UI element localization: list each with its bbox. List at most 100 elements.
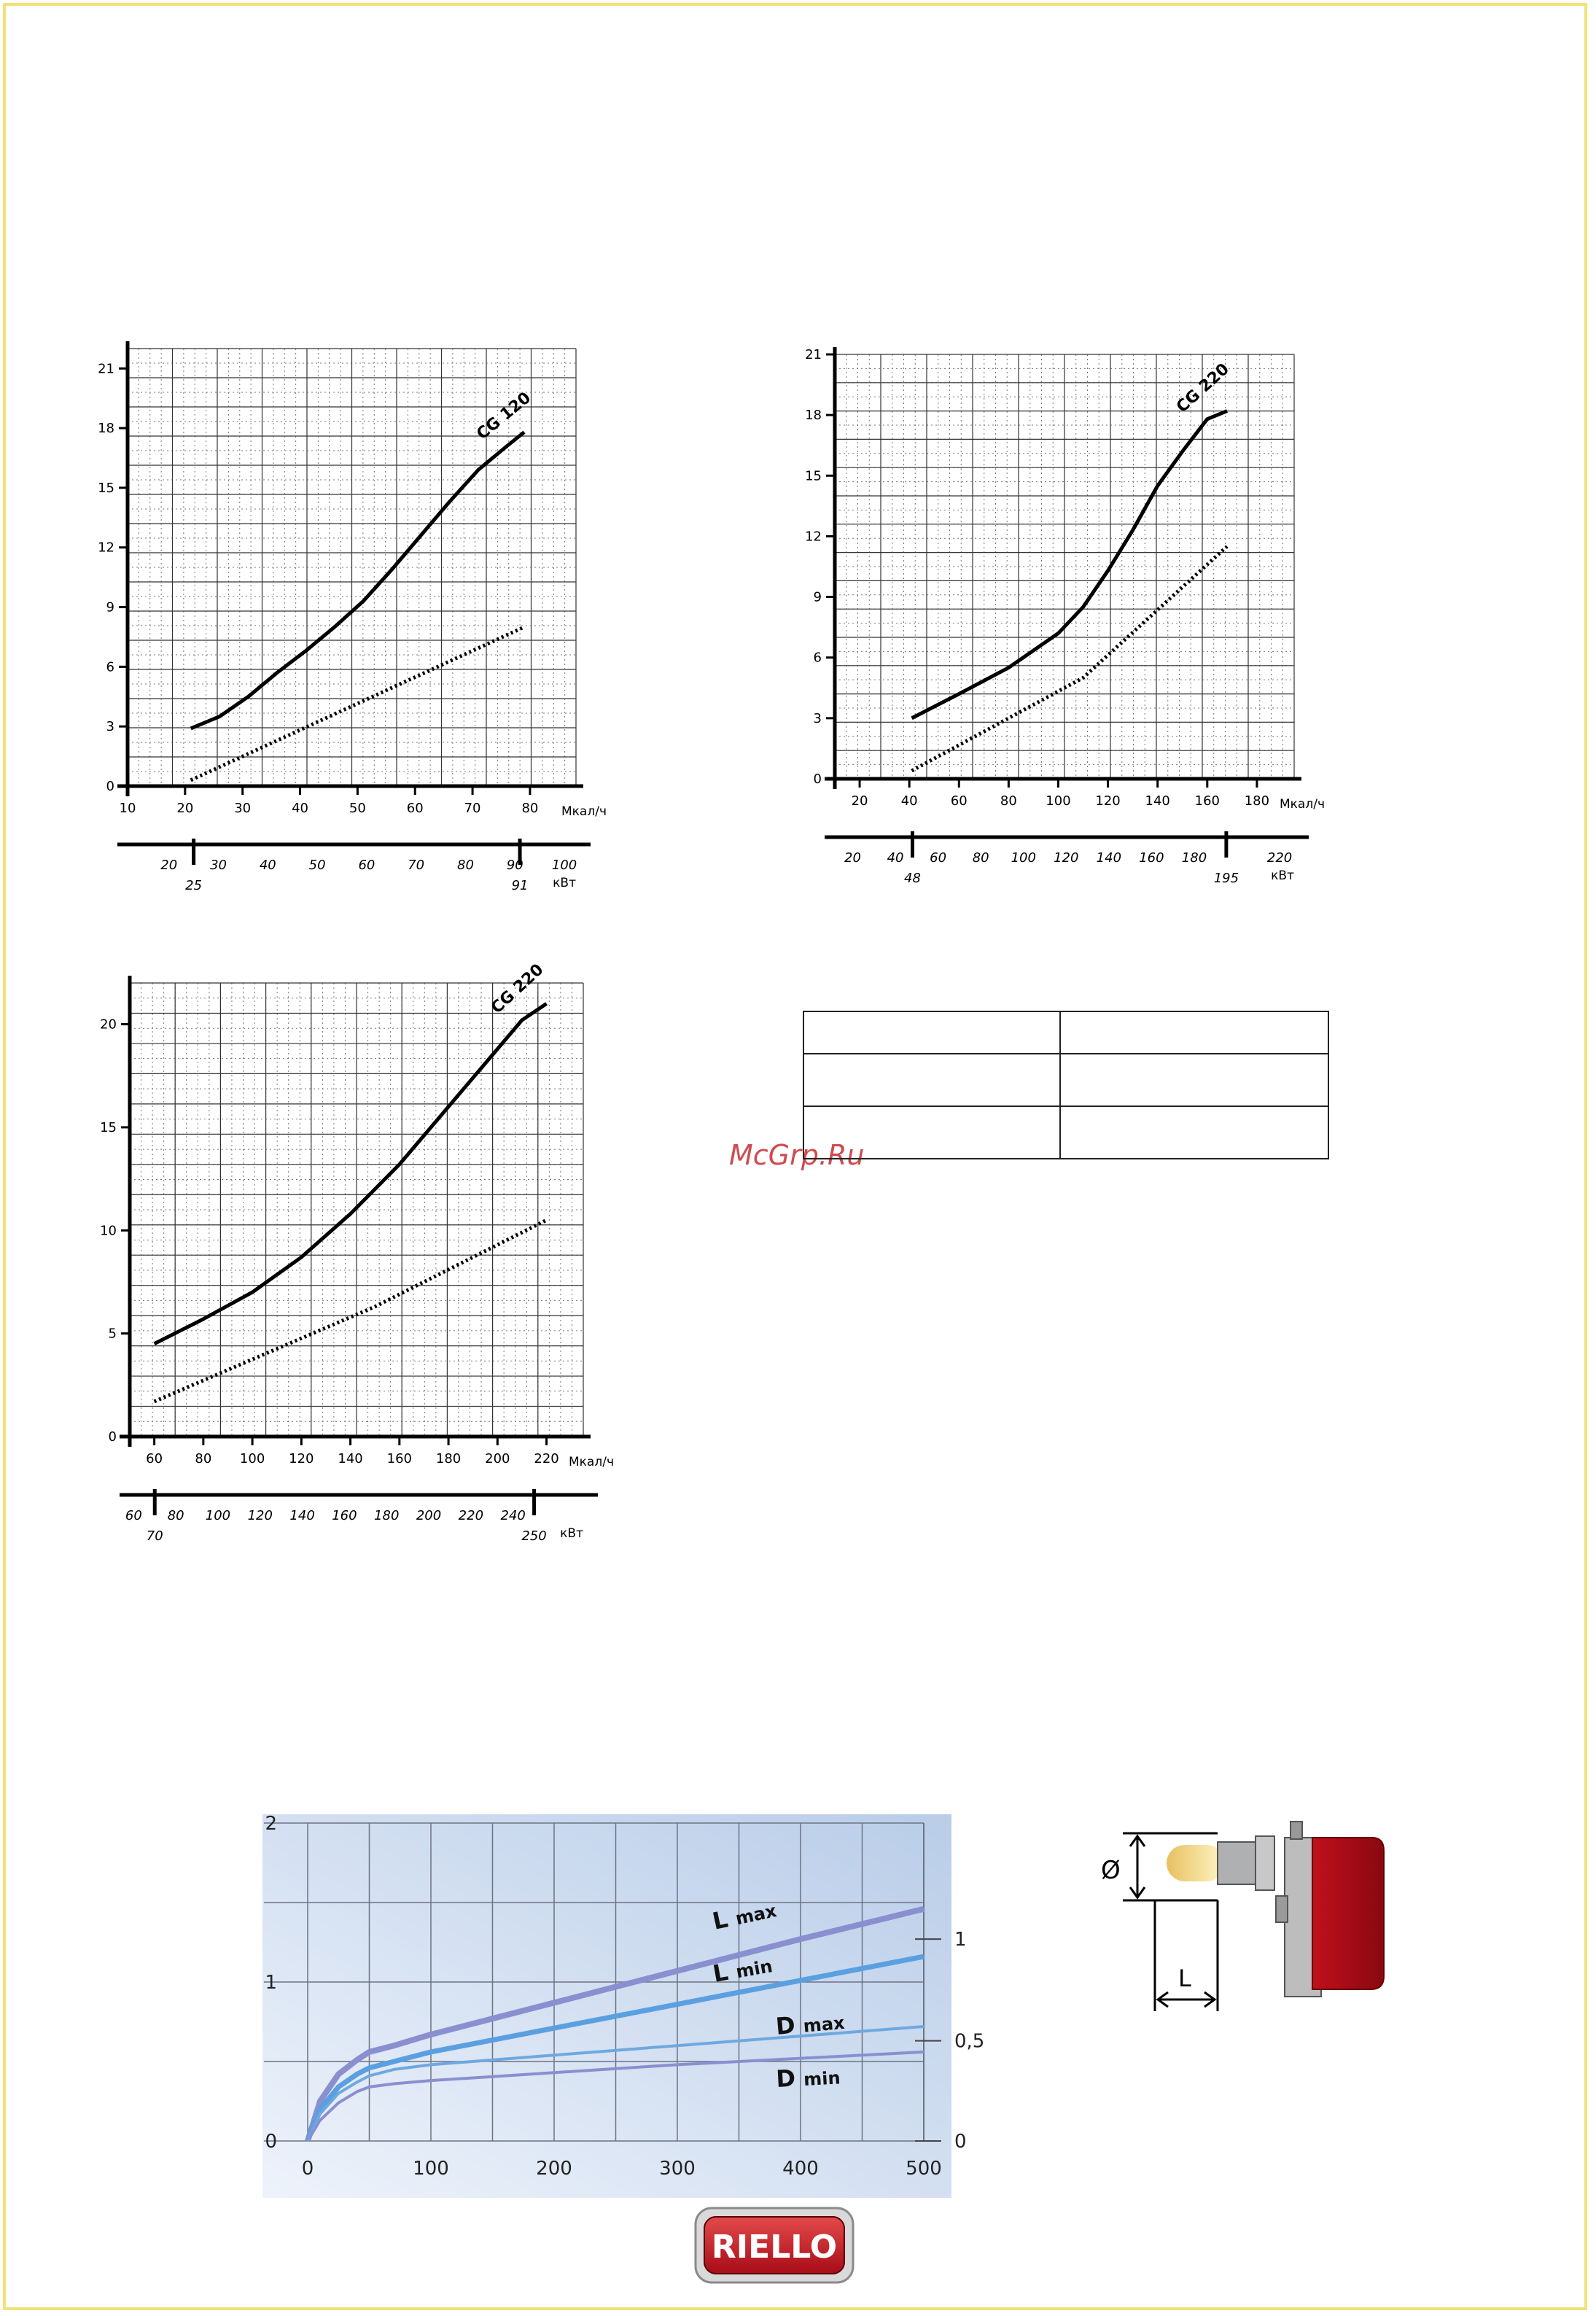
riello-logo: RIELLO — [694, 2207, 855, 2284]
diameter-dimension — [1123, 1832, 1218, 1902]
x-tick-label: 120 — [1095, 793, 1120, 809]
kw-tick-label: 60 — [930, 850, 946, 866]
y-tick-label: 1 — [265, 1972, 277, 1994]
x-unit-label: Мкал/ч — [1280, 797, 1325, 812]
kw-unit-label: кВт — [553, 876, 576, 890]
x-tick-label: 80 — [195, 1451, 211, 1466]
chart-background — [262, 1814, 951, 2198]
x-tick-label: 220 — [534, 1451, 558, 1466]
y-tick-label: 3 — [814, 711, 822, 726]
kw-range-label: 250 — [521, 1528, 546, 1544]
series-label-letter: L — [711, 1956, 739, 1988]
x-tick-label: 60 — [407, 801, 424, 816]
x-tick-label: 50 — [349, 801, 366, 816]
kw-tick-label: 160 — [332, 1508, 357, 1523]
kw-tick-label: 20 — [160, 858, 177, 873]
kw-tick-label: 20 — [844, 850, 861, 866]
y2-tick-label: 0,5 — [954, 2031, 984, 2053]
series-label-letter: L — [710, 1903, 739, 1935]
x-tick-label: 120 — [289, 1451, 314, 1466]
y-tick-label: 0 — [106, 779, 114, 794]
kw-range-label: 91 — [512, 878, 529, 893]
kw-tick-label: 30 — [210, 858, 227, 873]
x-tick-label: 70 — [464, 801, 481, 816]
kw-tick-label: 70 — [408, 858, 424, 873]
series-label: D max — [774, 2007, 846, 2040]
y2-tick-label: 0 — [954, 2131, 967, 2153]
series-label-suffix: max — [803, 2013, 846, 2037]
y-tick-label: 0 — [109, 1429, 117, 1445]
x-tick-label: 100 — [1046, 793, 1070, 809]
kw-tick-label: 100 — [552, 858, 577, 873]
x-tick-label: 40 — [292, 801, 308, 816]
y-tick-label: 6 — [106, 659, 114, 675]
table-cell — [803, 1105, 1061, 1159]
kw-tick-label: 60 — [125, 1508, 142, 1523]
x-tick-label: 20 — [176, 801, 193, 816]
kw-tick-label: 200 — [416, 1508, 441, 1523]
kw-tick-label: 80 — [457, 858, 474, 873]
y-tick-label: 9 — [106, 600, 114, 615]
kw-tick-label: 50 — [309, 858, 326, 873]
series-label-suffix: min — [803, 2067, 841, 2090]
x-tick-label: 60 — [146, 1451, 163, 1466]
x-tick-label: 60 — [951, 793, 968, 809]
length-label: L — [1178, 1965, 1191, 1992]
series-line-dotted — [153, 1218, 548, 1404]
x-tick-label: 140 — [1145, 793, 1170, 809]
kw-tick-label: 160 — [1139, 850, 1164, 866]
kw-tick-label: 180 — [1182, 850, 1207, 866]
chart-cg220-a: 0 3 6 9 12 15 18 21 20 40 60 80 100 120 140 160 180 Мкал/… — [805, 347, 1325, 886]
series-line-solid — [190, 430, 526, 731]
kw-tick-label: 40 — [260, 858, 276, 873]
y-tick-label: 2 — [265, 1813, 277, 1835]
series-line-solid — [153, 1002, 548, 1346]
spec-table — [803, 1011, 1329, 1159]
x-tick-label: 10 — [120, 801, 136, 816]
x-tick-label: 20 — [852, 793, 868, 809]
x-tick-label: 30 — [234, 801, 251, 816]
x-tick-label: 180 — [436, 1451, 461, 1466]
x-tick-label: 40 — [901, 793, 918, 809]
chart-cg120: 0 3 6 9 12 15 18 21 10 20 30 40 50 60 70 80 Мкал/ч 20 30 40… — [98, 341, 607, 893]
table-cell — [1059, 1105, 1329, 1159]
x-tick-label: 180 — [1245, 793, 1269, 809]
kw-unit-label: кВт — [1271, 868, 1294, 883]
y-tick-label: 0 — [265, 2131, 277, 2153]
page-border — [3, 3, 1587, 2310]
x-tick-label: 300 — [659, 2158, 696, 2180]
y-tick-label: 15 — [100, 1120, 117, 1135]
x-tick-label: 0 — [302, 2158, 314, 2180]
y-tick-label: 18 — [805, 408, 822, 423]
kw-range-label: 48 — [904, 871, 921, 886]
kw-tick-label: 120 — [1054, 850, 1078, 866]
series-line — [306, 2050, 924, 2142]
series-label-letter: D — [774, 2010, 804, 2040]
y-tick-label: 21 — [98, 361, 114, 376]
x-tick-label: 100 — [413, 2158, 449, 2180]
series-label: D min — [775, 2062, 841, 2093]
y-tick-label: 15 — [805, 468, 822, 483]
table-cell — [1059, 1053, 1329, 1107]
x-unit-label: Мкал/ч — [561, 804, 607, 819]
y-tick-label: 12 — [98, 540, 114, 556]
series-label: CG 120 — [473, 389, 534, 443]
x-tick-label: 160 — [387, 1451, 412, 1466]
burner-body-icon — [1167, 1821, 1385, 1997]
series-line — [305, 1954, 924, 2142]
table-cell — [803, 1011, 1061, 1054]
kw-tick-label: 60 — [358, 858, 375, 873]
y-tick-label: 5 — [109, 1326, 117, 1342]
x-tick-label: 160 — [1195, 793, 1220, 809]
series-line-solid — [911, 409, 1228, 720]
y-tick-label: 10 — [100, 1223, 117, 1238]
series-line — [306, 2025, 924, 2142]
x-tick-label: 100 — [240, 1451, 265, 1466]
kw-tick-label: 220 — [1267, 850, 1292, 866]
series-line-dotted — [911, 545, 1229, 773]
kw-tick-label: 80 — [168, 1508, 184, 1523]
y-tick-label: 21 — [805, 347, 822, 362]
x-tick-label: 200 — [485, 1451, 510, 1466]
kw-range-label: 195 — [1214, 871, 1239, 886]
x-tick-label: 140 — [338, 1451, 362, 1466]
